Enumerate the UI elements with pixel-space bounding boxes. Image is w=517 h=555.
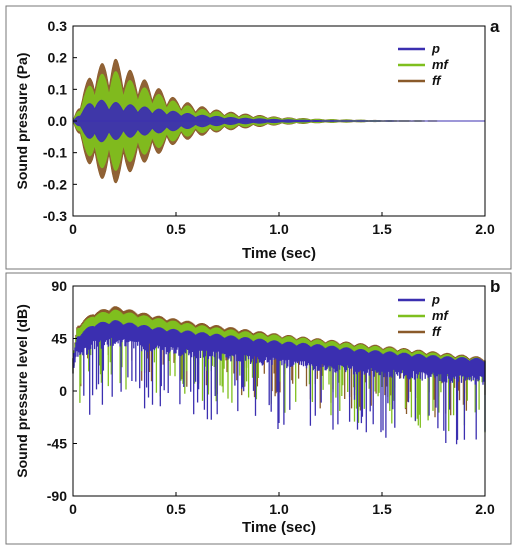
legend-b-ff-label: ff [432,324,442,339]
b-ticks: 0 0.5 1.0 1.5 2.0 90 45 0 -45 -90 [47,278,495,517]
b-traces [72,306,486,445]
panel-a: 0 0.5 1.0 1.5 2.00.30.20.10.0-0.1-0.2-0.3 a … [5,5,512,270]
legend-a-mf-label: mf [432,57,450,72]
legend-b-mf-label: mf [432,308,450,323]
legend-a-p-label: p [431,41,440,56]
a-ticks: 0 0.5 1.0 1.5 2.0 0.3 0.2 0.1 0.0 -0.1 -0.2 -0.3 [43,18,495,237]
x-tick-label-a-1: 0.5 [166,221,186,237]
y-tick-label-a-6: -0.3 [43,208,67,224]
y-axis-label-a: Sound pressure (Pa) [14,53,30,190]
x-tick-label-a-2: 1.0 [269,221,289,237]
y-tick-label-a-0: 0.3 [48,18,68,34]
y-tick-label-a-5: -0.2 [43,176,67,192]
x-tick-label-b-3: 1.5 [372,501,392,517]
panel-a-frame [5,5,512,270]
panel-b: 0 0.5 1.0 1.5 2.0 90 45 0 -45 -90 b Time (sec) So… [5,272,512,545]
panel-b-frame [5,272,512,545]
y-tick-label-b-1: 45 [51,331,67,347]
y-tick-label-a-1: 0.2 [48,50,68,66]
y-tick-label-b-3: -45 [47,436,67,452]
panel-label-b: b [490,277,500,296]
x-tick-label-a-3: 1.5 [372,221,392,237]
x-axis-label-a: Time (sec) [242,245,316,262]
y-tick-label-a-2: 0.1 [48,81,68,97]
x-tick-label-b-4: 2.0 [475,501,495,517]
y-axis-label-b: Sound pressure level (dB) [14,304,30,477]
x-tick-label-b-0: 0 [69,501,77,517]
y-tick-label-b-4: -90 [47,488,67,504]
legend-b-p-label: p [431,292,440,307]
legend-a: p mf ff [398,41,450,88]
legend-a-ff-label: ff [432,73,442,88]
y-tick-label-a-4: -0.1 [43,145,67,161]
a-traces [72,58,485,184]
x-tick-label-b-2: 1.0 [269,501,289,517]
x-tick-label-b-1: 0.5 [166,501,186,517]
x-tick-label-a-0: 0 [69,221,77,237]
y-tick-label-b-0: 90 [51,278,67,294]
x-tick-label-a-4: 2.0 [475,221,495,237]
y-tick-label-a-3: 0.0 [48,113,68,129]
panel-label-a: a [490,17,500,36]
legend-b: p mf ff [398,292,450,339]
y-tick-label-b-2: 0 [59,383,67,399]
x-axis-label-b: Time (sec) [242,519,316,536]
